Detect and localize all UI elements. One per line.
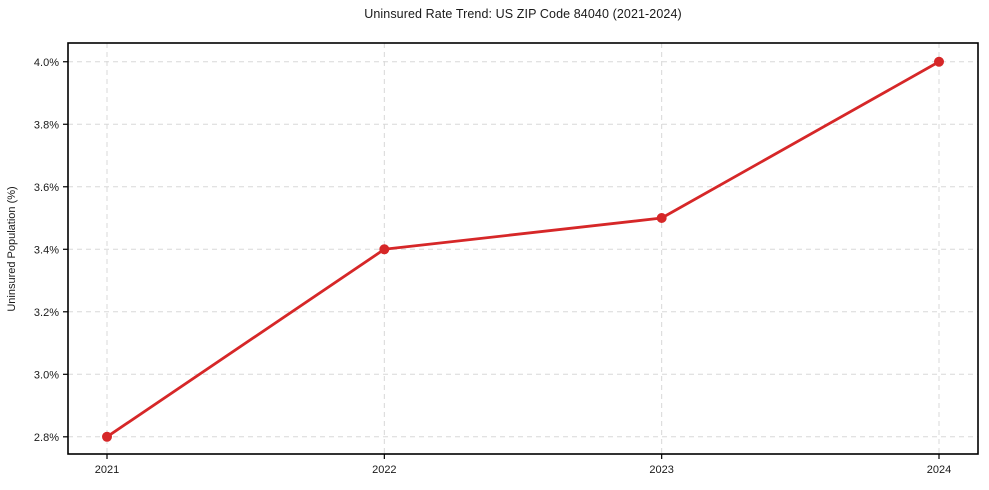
y-tick-label: 4.0% — [34, 57, 59, 69]
data-point-marker — [379, 244, 390, 255]
y-tick-label: 2.8% — [34, 432, 59, 444]
plot-border — [67, 42, 979, 455]
chart-title: Uninsured Rate Trend: US ZIP Code 84040 … — [364, 7, 682, 21]
trend-line — [105, 60, 941, 439]
data-point-marker — [656, 213, 667, 224]
x-tick-label: 2021 — [95, 464, 119, 476]
y-tick-label: 3.4% — [34, 244, 59, 256]
y-axis-title: Uninsured Population (%) — [6, 186, 18, 311]
x-tick-label: 2023 — [649, 464, 673, 476]
y-tick-label: 3.2% — [34, 307, 59, 319]
y-tick-label: 3.8% — [34, 119, 59, 131]
x-tick-label: 2024 — [927, 464, 951, 476]
data-point-marker — [934, 56, 944, 67]
data-point-marker — [102, 431, 112, 442]
x-tick-label: 2022 — [372, 464, 396, 476]
y-tick-label: 3.0% — [34, 369, 59, 381]
plot-area: 2.8% 3.0% 3.2% 3.4% 3.6% 3.8% 4.0% 2021 2022 2023… — [34, 42, 979, 476]
y-tick-label: 3.6% — [34, 182, 59, 194]
